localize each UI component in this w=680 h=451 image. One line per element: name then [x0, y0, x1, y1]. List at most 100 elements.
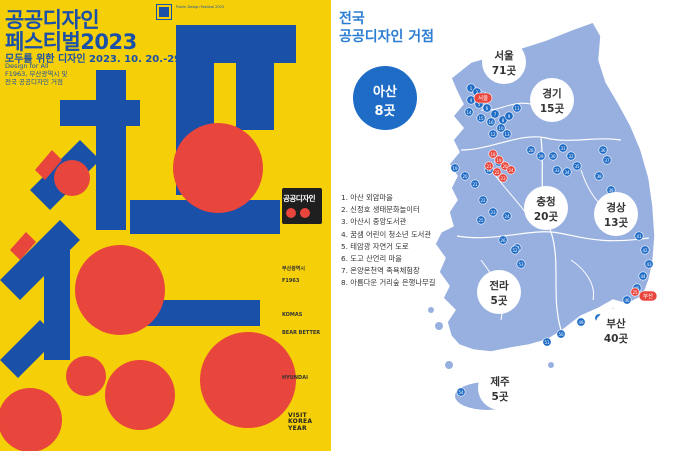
region-count: 20곳	[533, 211, 559, 223]
region-name: 서울	[494, 50, 514, 62]
asan-location-marker	[498, 173, 508, 183]
region-bubble-seoul: 서울 71곳	[482, 40, 526, 84]
location-marker	[470, 179, 480, 189]
location-marker-label: 36	[600, 148, 606, 153]
sponsor-logo: BEAR BETTER	[282, 330, 321, 336]
location-marker	[488, 129, 498, 139]
region-bubble-chungcheong: 충청 20곳	[524, 186, 568, 230]
location-marker-label: 25	[478, 218, 484, 223]
location-marker	[562, 167, 572, 177]
location-marker-label: 44	[640, 274, 646, 279]
location-marker	[476, 215, 486, 225]
location-marker	[594, 171, 604, 181]
poster-venue-line2: 전국 공공디자인 거점	[5, 78, 63, 86]
poster-title-line2: 페스티벌2023	[5, 30, 137, 54]
location-marker-label: 33	[554, 168, 560, 173]
location-marker-label: 20	[462, 174, 468, 179]
poster-venue-line1: F1963, 부산광역시 및	[5, 70, 68, 78]
poster-subtitle: 모두를 위한 디자인 2023. 10. 20.-29.	[5, 54, 185, 65]
location-marker-label: 51	[544, 340, 550, 345]
region-name: 경기	[542, 88, 562, 100]
location-marker-label: 16	[488, 120, 494, 125]
location-marker	[464, 107, 474, 117]
location-marker	[634, 231, 644, 241]
location-marker	[566, 151, 576, 161]
list-item: 1. 아산 외암마을	[341, 193, 393, 202]
location-marker	[504, 111, 514, 121]
map-title-line2: 공공디자인 거점	[339, 29, 435, 45]
location-marker	[644, 259, 654, 269]
asan-count: 8곳	[374, 104, 396, 119]
location-marker-label: 49	[578, 320, 584, 325]
location-marker	[542, 337, 552, 347]
location-marker	[536, 151, 546, 161]
location-marker-label: 34	[564, 170, 570, 175]
asan-location-marker	[630, 287, 640, 297]
asan-spot-list: 1. 아산 외암마을 2. 신정호 생태문화놀이터 3. 아산시 중앙도서관 4…	[341, 193, 435, 291]
list-item: 2. 신정호 생태문화놀이터	[341, 205, 420, 215]
location-marker-label: 24	[504, 214, 510, 219]
map-title-line1: 전국	[339, 11, 365, 27]
asan-location-marker	[488, 149, 498, 159]
location-marker	[638, 271, 648, 281]
location-marker-label: 5	[478, 102, 481, 107]
location-marker-label: 12	[490, 132, 496, 137]
location-marker	[640, 245, 650, 255]
seoul-marker-label: 서울	[478, 94, 488, 102]
location-marker	[558, 143, 568, 153]
logo-dot-icon	[300, 208, 310, 218]
location-marker	[602, 155, 612, 165]
location-marker	[622, 295, 632, 305]
location-marker-label: 43	[646, 262, 652, 267]
location-marker-label: 7	[494, 112, 497, 117]
asan-count-badge: 아산 8곳	[353, 66, 417, 130]
location-marker-label: 46	[624, 298, 630, 303]
asan-location-marker-label: 25	[632, 290, 638, 295]
region-name: 부산	[606, 318, 626, 330]
region-count: 13곳	[603, 217, 629, 229]
region-count: 5곳	[490, 295, 508, 307]
location-marker-label: 42	[642, 248, 648, 253]
asan-location-marker-label: 21	[486, 164, 492, 169]
location-marker-label: 53	[518, 262, 524, 267]
region-count: 40곳	[603, 333, 629, 345]
location-marker-label: 8	[502, 118, 505, 123]
asan-location-marker-label: 22	[494, 170, 500, 175]
location-marker	[556, 329, 566, 339]
location-marker	[498, 235, 508, 245]
location-marker	[478, 195, 488, 205]
region-name: 전라	[489, 280, 509, 292]
newspaper-watermark: 충남도민일보	[514, 400, 633, 425]
visit-korea-logo: VISIT KOREA YEAR	[288, 412, 313, 432]
list-item: 7. 온양온천역 족욕체험장	[341, 266, 420, 276]
asan-location-marker	[506, 165, 516, 175]
festival-poster: Public Design Festival 2023 공공디자인 페스티벌20…	[0, 0, 331, 451]
location-marker	[460, 171, 470, 181]
asan-location-marker	[494, 155, 504, 165]
asan-location-marker-label: 19	[496, 158, 502, 163]
region-bubble-gyeongsang: 경상 13곳	[594, 192, 638, 236]
location-marker-label: 30	[550, 154, 556, 159]
location-marker	[576, 317, 586, 327]
location-marker-label: 1	[470, 86, 473, 91]
location-marker-label: 28	[528, 148, 534, 153]
location-marker	[490, 109, 500, 119]
location-marker-label: 22	[480, 198, 486, 203]
region-count: 15곳	[539, 103, 565, 115]
location-marker	[598, 145, 608, 155]
location-marker	[552, 165, 562, 175]
sponsor-logo: 부산광역시	[282, 266, 306, 272]
poster-graphic	[0, 25, 296, 451]
region-name: 충청	[536, 196, 556, 208]
asan-location-marker	[492, 167, 502, 177]
location-marker-label: 21	[472, 182, 478, 187]
region-bubble-jeolla: 전라 5곳	[477, 270, 521, 314]
list-item: 5. 테암광 자연거 도로	[341, 241, 409, 251]
asan-location-marker	[484, 161, 494, 171]
location-marker	[488, 207, 498, 217]
location-marker	[496, 123, 506, 133]
asan-location-marker-label: 20	[502, 164, 508, 169]
location-marker-label: 4	[470, 98, 473, 103]
location-marker-label: 37	[604, 158, 610, 163]
location-marker	[548, 151, 558, 161]
